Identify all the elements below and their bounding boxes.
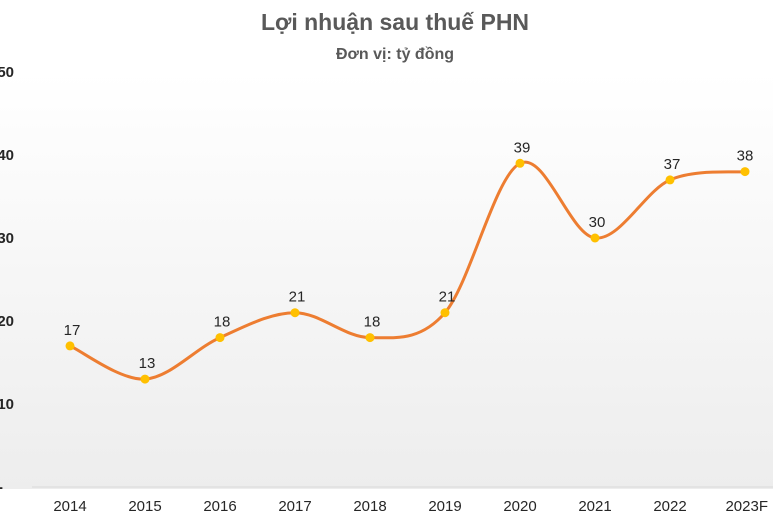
y-tick-label: 20 [0,313,14,330]
data-labels: 17 13 18 21 18 21 39 30 37 38 [64,139,754,372]
y-axis-ticks: - 10 20 30 40 50 [0,64,14,496]
data-point [65,341,75,351]
y-tick-label: 40 [0,147,14,164]
data-point [290,308,300,318]
x-tick-label: 2022 [653,498,686,515]
y-tick-label: 30 [0,230,14,247]
x-tick-label: 2015 [128,498,161,515]
x-tick-label: 2016 [203,498,236,515]
data-label: 37 [664,156,681,173]
data-point [665,175,675,185]
x-tick-label: 2021 [578,498,611,515]
series-line [69,160,746,381]
data-point [365,333,375,343]
x-axis-ticks: 2014 2015 2016 2017 2018 2019 2020 2021 2022 2023… [53,498,768,515]
x-tick-label: 2014 [53,498,86,515]
y-tick-label: 50 [0,64,14,81]
data-markers [65,158,750,384]
data-label: 30 [589,214,606,231]
data-label: 21 [439,289,456,306]
data-label: 21 [289,289,306,306]
data-label: 18 [214,314,231,331]
data-point [215,333,225,343]
data-point [440,308,450,318]
data-point [515,158,525,168]
data-label: 17 [64,322,81,339]
data-label: 38 [737,148,754,165]
x-tick-label: 2019 [428,498,461,515]
chart-title: Lợi nhuận sau thuế PHN [261,9,529,35]
data-point [740,167,750,177]
data-label: 18 [364,314,381,331]
x-tick-label: 2023F [725,498,768,515]
data-label: 39 [514,139,531,156]
x-tick-label: 2018 [353,498,386,515]
x-tick-label: 2017 [278,498,311,515]
data-label: 13 [139,355,156,372]
chart-subtitle: Đơn vị: tỷ đồng [336,46,454,63]
plot-area [0,72,773,489]
data-point [140,374,150,384]
x-tick-label: 2020 [503,498,536,515]
data-point [590,233,600,243]
y-tick-label: 10 [0,396,14,413]
y-tick-label: - [0,479,3,496]
